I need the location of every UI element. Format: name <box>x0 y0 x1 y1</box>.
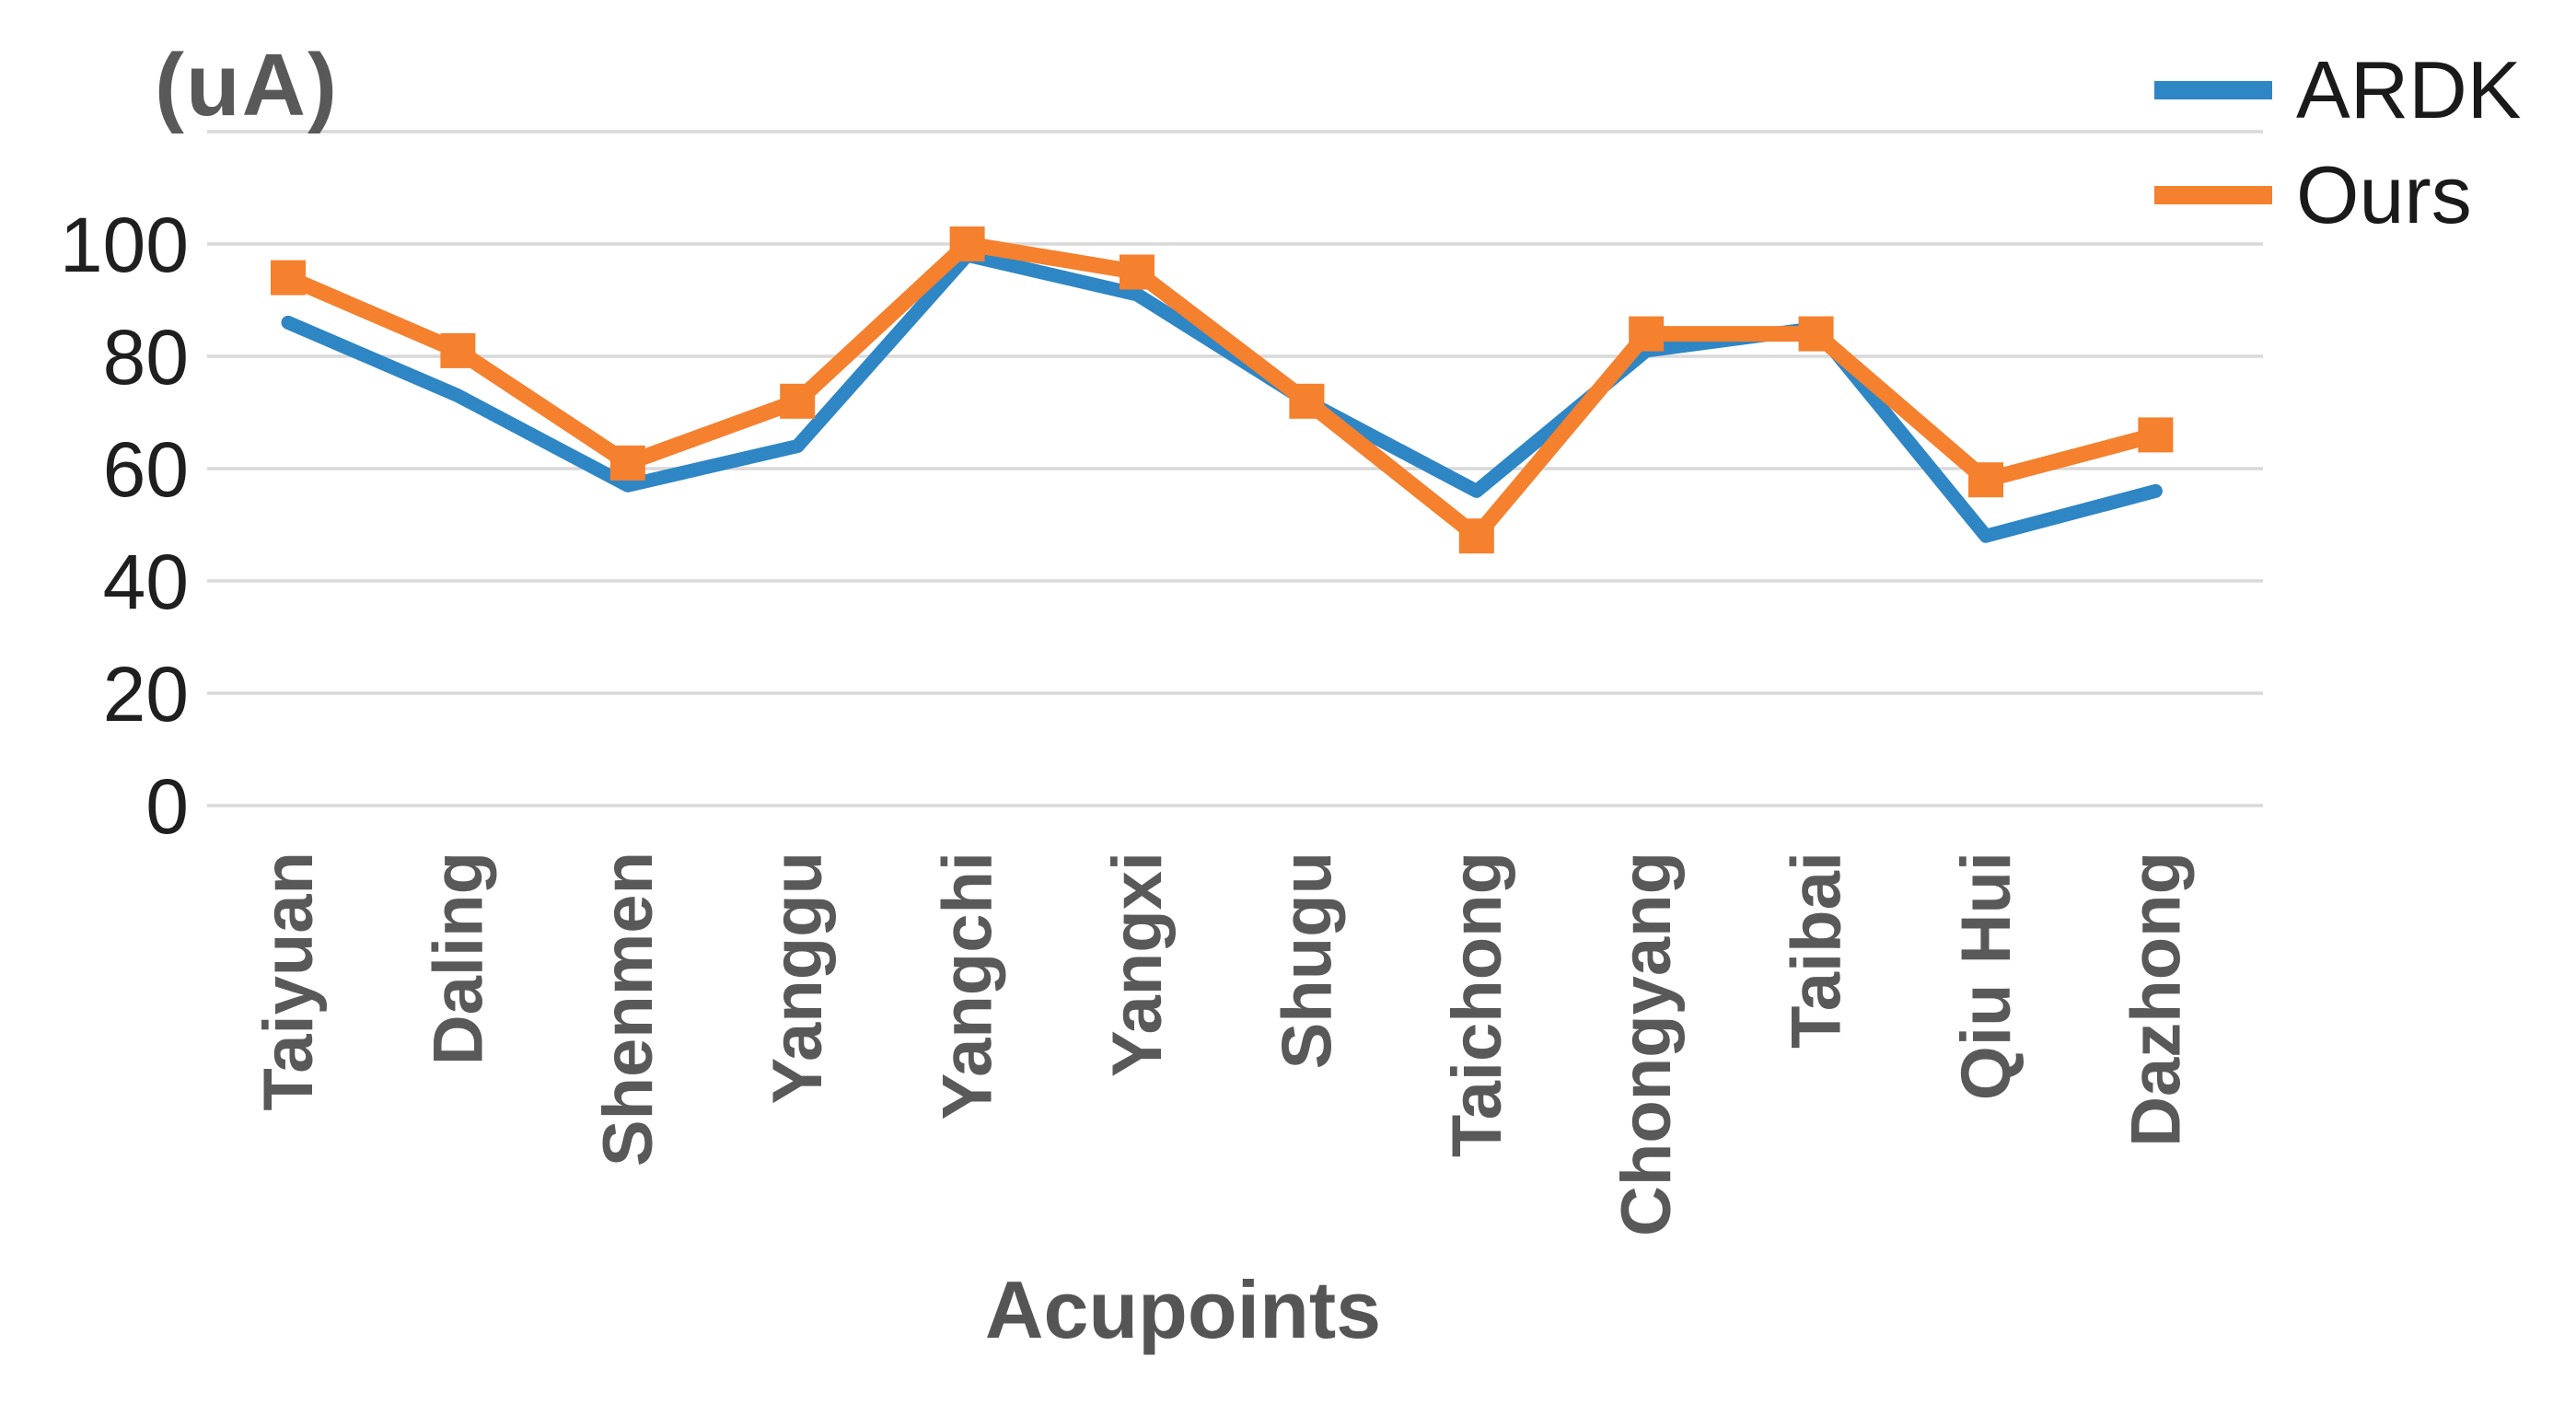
ours-line-swatch <box>2154 186 2272 204</box>
x-axis-title: Acupoints <box>984 1264 1382 1355</box>
legend-item-ardk: ARDK <box>2154 44 2522 136</box>
y-tick-label: 80 <box>103 314 189 400</box>
legend: ARDK Ours <box>2154 44 2522 241</box>
marker-square <box>1798 316 1834 352</box>
x-category-label: Shenmen <box>589 852 667 1166</box>
marker-square <box>949 226 985 261</box>
marker-square <box>780 383 816 419</box>
marker-square <box>1968 462 2003 498</box>
x-category-label: Taichong <box>1438 852 1516 1157</box>
legend-label-ours: Ours <box>2296 149 2472 240</box>
y-tick-label: 40 <box>103 539 189 625</box>
series-line-ardk <box>281 248 2163 543</box>
marker-square <box>1289 383 1325 419</box>
x-category-label: Chongyang <box>1607 852 1686 1236</box>
marker-square <box>609 445 645 481</box>
x-category-label: Daling <box>419 852 497 1065</box>
marker-square <box>1120 254 1155 290</box>
y-tick-label: 100 <box>60 202 189 288</box>
x-category-label: Qiu Hui <box>1947 852 2025 1100</box>
y-tick-label: 0 <box>145 763 189 850</box>
legend-item-ours: Ours <box>2154 149 2522 241</box>
marker-square <box>271 260 306 296</box>
x-category-label: Yangxi <box>1098 852 1177 1077</box>
series-line-ours <box>280 236 2164 544</box>
x-category-label: Taiyuan <box>249 852 328 1111</box>
x-category-label: Dazhong <box>2117 852 2195 1147</box>
y-tick-label: 20 <box>103 651 189 737</box>
x-category-label: Yanggu <box>759 852 837 1104</box>
x-category-label: Shugu <box>1268 852 1346 1069</box>
marker-square <box>440 332 476 368</box>
legend-label-ardk: ARDK <box>2296 44 2522 135</box>
y-tick-label: 60 <box>103 426 189 513</box>
marker-square <box>2138 417 2174 453</box>
x-category-label: Yangchi <box>929 852 1007 1120</box>
marker-square <box>1458 518 1494 554</box>
y-axis-unit-label: (uA) <box>155 36 339 134</box>
marker-square <box>1629 316 1665 352</box>
ardk-line-swatch <box>2154 81 2272 99</box>
x-category-label: Taibai <box>1778 852 1856 1049</box>
